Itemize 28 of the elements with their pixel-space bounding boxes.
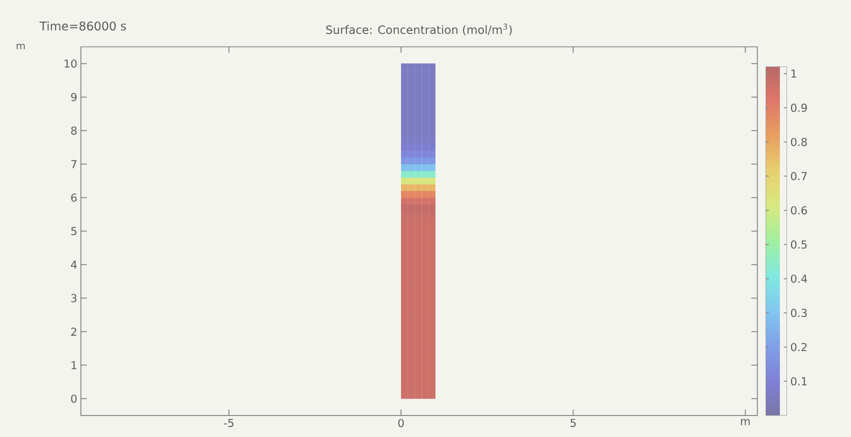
color-bar-label: 1 bbox=[791, 69, 796, 78]
color-bar-label: 0.9 bbox=[790, 103, 807, 112]
x-tick-label: m bbox=[740, 418, 750, 425]
color-bar-label: 0.5 bbox=[790, 240, 807, 248]
y-tick-label: 5 bbox=[71, 226, 76, 236]
y-tick-label: 6 bbox=[71, 193, 77, 202]
color-bar-label: 0.7 bbox=[790, 172, 807, 180]
color-bar-label: 0.8 bbox=[790, 138, 807, 146]
y-axis-title: m bbox=[16, 44, 25, 50]
color-bar-label: 0.2 bbox=[790, 342, 807, 352]
text: Time=86000 s bbox=[40, 21, 126, 30]
y-tick-label: 8 bbox=[71, 126, 77, 135]
y-tick-label: 3 bbox=[71, 294, 76, 302]
y-tick-label: 9 bbox=[71, 92, 77, 102]
y-tick-label: 10 bbox=[64, 59, 77, 68]
y-tick-label: 0 bbox=[71, 394, 77, 403]
chart-title: Surface: Concentration (mol/m$^{3}$) bbox=[326, 23, 512, 36]
color-bar-label: 0.4 bbox=[790, 274, 808, 283]
color-bar-label: 0.6 bbox=[790, 206, 807, 214]
x-tick-label: -5 bbox=[224, 418, 234, 427]
y-tick-label: 7 bbox=[71, 160, 76, 168]
y-tick-label: 4 bbox=[70, 260, 77, 268]
color-bar-label: 0.3 bbox=[790, 308, 807, 317]
y-tick-label: 2 bbox=[71, 327, 76, 336]
x-tick-label: 5 bbox=[570, 418, 576, 427]
color-bar-label: 0.1 bbox=[790, 376, 807, 386]
y-tick-label: 1 bbox=[72, 361, 76, 369]
x-tick-label: 0 bbox=[398, 418, 404, 428]
